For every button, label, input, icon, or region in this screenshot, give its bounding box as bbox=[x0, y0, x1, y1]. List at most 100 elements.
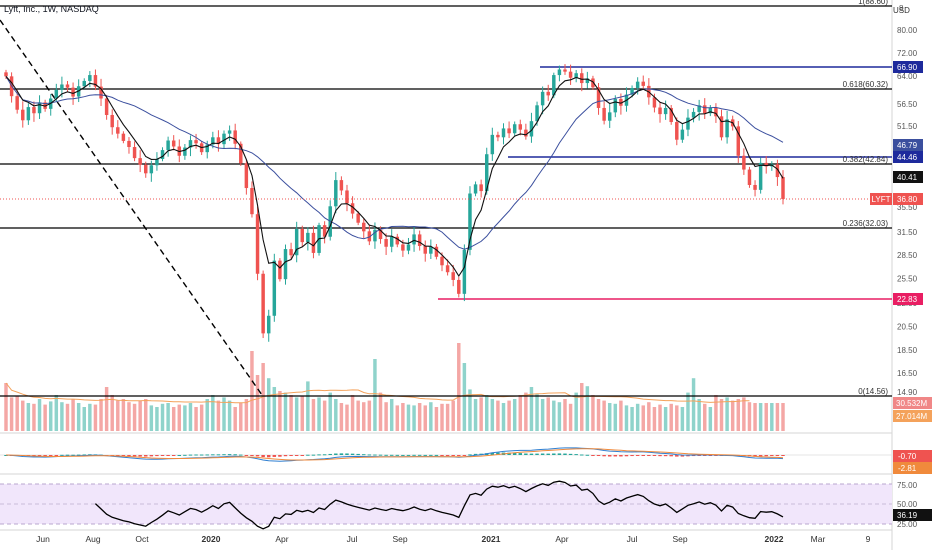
macd-hist-bar bbox=[233, 454, 237, 456]
volume-bar bbox=[758, 403, 763, 431]
candle-body bbox=[116, 127, 120, 134]
macd-hist-bar bbox=[255, 455, 260, 457]
time-axis[interactable]: Jun Aug Oct 2020 Apr Jul Sep 2021 Apr Jul Sep 2022 M… bbox=[36, 534, 870, 544]
candle-body bbox=[580, 73, 584, 84]
macd-hist-bar bbox=[434, 454, 439, 456]
candle-body bbox=[652, 97, 657, 108]
macd-hist-bar bbox=[445, 455, 450, 456]
volume-bar bbox=[138, 400, 142, 431]
macd-hist-bar bbox=[317, 454, 321, 456]
candle bbox=[445, 259, 450, 276]
candle bbox=[557, 65, 562, 82]
volume-bar bbox=[417, 403, 422, 431]
candle-body bbox=[266, 315, 271, 334]
last-price-badge-background bbox=[893, 193, 923, 205]
candle-body bbox=[518, 124, 523, 130]
macd-hist-bar bbox=[149, 455, 154, 457]
price-axis-badges: 66.90 44.46 22.83 46.79 40.41 36.80 bbox=[893, 61, 923, 305]
macd-hist-bar bbox=[703, 455, 707, 456]
volume-bar bbox=[747, 402, 752, 431]
volume-bar bbox=[440, 403, 444, 431]
candle bbox=[563, 64, 567, 75]
candle bbox=[149, 160, 154, 182]
candle-body bbox=[758, 162, 763, 190]
candle bbox=[233, 123, 237, 150]
rsi-line bbox=[94, 480, 784, 530]
macd-hist-bar bbox=[389, 454, 394, 456]
volume-bar bbox=[753, 403, 757, 431]
macd-hist-bar bbox=[244, 455, 249, 456]
macd-hist-bar bbox=[440, 455, 444, 456]
candle-body bbox=[250, 188, 254, 215]
candle-body bbox=[65, 84, 70, 88]
horizontal-levels[interactable] bbox=[438, 66, 892, 300]
candle-body bbox=[278, 260, 282, 280]
volume-bar bbox=[362, 402, 366, 431]
macd-hist-bar bbox=[144, 455, 148, 457]
candle bbox=[211, 131, 215, 149]
candle-body bbox=[457, 279, 461, 294]
macd-hist-bar bbox=[602, 455, 606, 457]
downtrend-line[interactable] bbox=[0, 19, 263, 396]
macd-hist-bar bbox=[328, 453, 332, 455]
candle-body bbox=[272, 260, 277, 316]
volume-bar bbox=[730, 400, 735, 431]
candlesticks bbox=[4, 64, 785, 342]
volume-bar bbox=[211, 395, 215, 431]
candle-body bbox=[32, 107, 36, 114]
candle bbox=[602, 101, 606, 125]
volume-bar bbox=[149, 405, 154, 431]
candle-body bbox=[512, 124, 517, 134]
volume-bar bbox=[378, 392, 383, 431]
level-badge-background bbox=[893, 61, 923, 73]
candle-body bbox=[171, 140, 176, 147]
candle-body bbox=[591, 78, 595, 88]
time-axis-label: Apr bbox=[275, 534, 288, 544]
candle-body bbox=[144, 164, 148, 174]
fib-level-label: 1(88.60) bbox=[858, 0, 888, 6]
fib-level-label: 0.382(42.84) bbox=[843, 155, 889, 164]
candle bbox=[155, 152, 159, 171]
macd-hist-bar bbox=[43, 455, 47, 456]
candle-body bbox=[294, 229, 299, 256]
volume-bar bbox=[518, 395, 523, 431]
candle bbox=[457, 276, 461, 298]
macd-hist-bar bbox=[76, 454, 81, 456]
macd-label-1-background bbox=[893, 450, 932, 462]
macd-panel bbox=[0, 447, 892, 462]
macd-hist-bar bbox=[574, 454, 578, 456]
candle-body bbox=[311, 232, 316, 253]
price-axis-tick-partial: 8 bbox=[899, 4, 904, 13]
macd-hist-bar bbox=[166, 455, 170, 456]
volume-bar bbox=[596, 399, 601, 431]
macd-hist-bar bbox=[334, 453, 338, 455]
macd-hist-bar bbox=[82, 454, 86, 456]
volume-bar bbox=[719, 399, 724, 431]
candle-body bbox=[535, 105, 539, 122]
macd-hist-bar bbox=[652, 455, 657, 456]
price-axis-tick: 18.50 bbox=[897, 346, 918, 355]
candle bbox=[250, 181, 254, 218]
candle-body bbox=[490, 134, 495, 155]
volume-bar bbox=[71, 399, 75, 431]
candle-body bbox=[725, 119, 729, 138]
volume-bar bbox=[239, 403, 243, 431]
candle bbox=[496, 131, 500, 142]
candle-body bbox=[697, 105, 701, 112]
candle bbox=[473, 181, 478, 197]
volume-bar bbox=[127, 402, 131, 431]
candle-body bbox=[188, 140, 193, 148]
volume-bar bbox=[283, 392, 288, 431]
candle bbox=[512, 121, 517, 136]
volume-bar bbox=[451, 400, 455, 431]
candle-body bbox=[412, 234, 416, 245]
panels bbox=[0, 0, 893, 550]
volume-bar bbox=[563, 399, 567, 431]
volume-bar bbox=[384, 402, 388, 431]
candle bbox=[524, 123, 528, 140]
fib-level-labels: 1(88.60) 0.618(60.32) 0.382(42.84) 0.236(32… bbox=[843, 0, 889, 396]
volume-bar bbox=[607, 403, 612, 431]
volume-bar bbox=[781, 403, 785, 431]
volume-bar bbox=[300, 395, 304, 431]
